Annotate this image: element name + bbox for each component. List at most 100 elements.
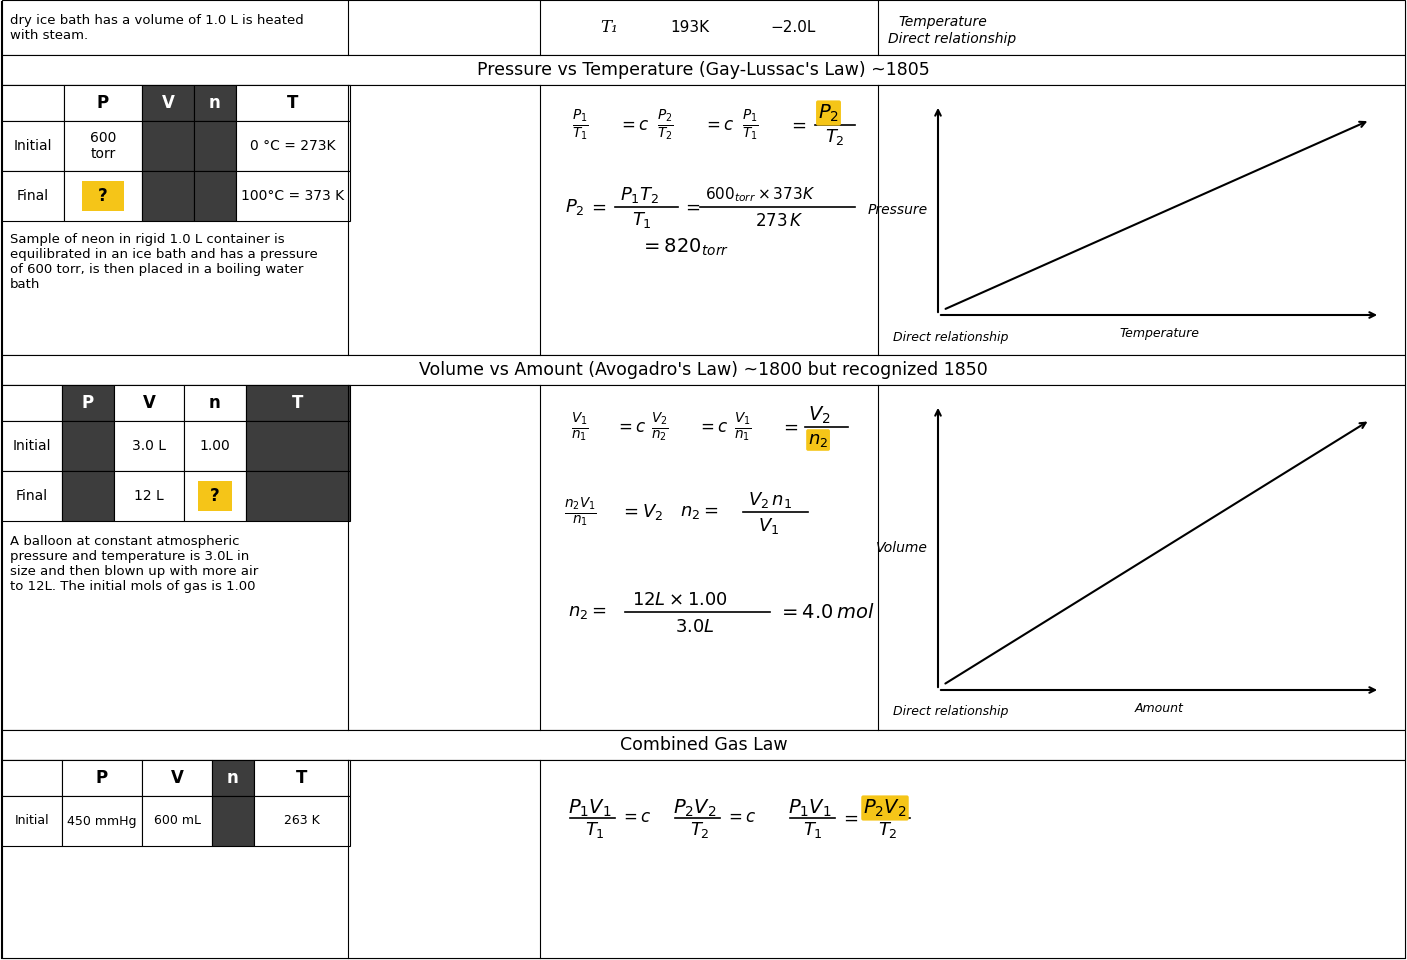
Text: dry ice bath has a volume of 1.0 L is heated
with steam.: dry ice bath has a volume of 1.0 L is he… xyxy=(10,14,304,42)
Text: $\frac{V_2}{n_2}$: $\frac{V_2}{n_2}$ xyxy=(651,411,668,444)
Text: Temperature: Temperature xyxy=(1119,326,1199,340)
Text: $T_1$: $T_1$ xyxy=(803,820,823,840)
Bar xyxy=(194,171,236,221)
Text: $V_1$: $V_1$ xyxy=(758,516,779,536)
Bar xyxy=(62,796,142,846)
Bar xyxy=(246,385,350,421)
Bar xyxy=(1,385,1406,730)
Text: n: n xyxy=(210,394,221,412)
Text: Temperature: Temperature xyxy=(898,15,986,29)
Text: Direct relationship: Direct relationship xyxy=(888,32,1016,46)
Text: $600_{torr} \times 373K$: $600_{torr} \times 373K$ xyxy=(705,185,815,204)
Bar xyxy=(1,385,62,421)
Text: 263 K: 263 K xyxy=(284,814,319,828)
Bar xyxy=(236,85,350,121)
Text: $P_1V_1$: $P_1V_1$ xyxy=(788,798,832,819)
Text: $= c$: $= c$ xyxy=(618,116,649,133)
Text: $=$: $=$ xyxy=(779,418,799,436)
Bar xyxy=(1,55,1406,85)
Bar xyxy=(1,760,62,796)
Text: Initial: Initial xyxy=(14,814,49,828)
Text: $P_2$: $P_2$ xyxy=(817,103,839,124)
Text: $T_1$: $T_1$ xyxy=(585,820,605,840)
Bar xyxy=(142,121,194,171)
Bar xyxy=(82,181,124,211)
Text: $P_2$: $P_2$ xyxy=(566,197,584,217)
Text: $= c$: $= c$ xyxy=(620,809,651,827)
Bar xyxy=(142,760,212,796)
Text: P: P xyxy=(97,94,110,112)
Text: $= V_2$: $= V_2$ xyxy=(620,502,663,522)
Text: V: V xyxy=(142,394,155,412)
Text: $\frac{P_1}{T_1}$: $\frac{P_1}{T_1}$ xyxy=(571,108,588,142)
Text: 100°C = 373 K: 100°C = 373 K xyxy=(242,189,345,203)
Bar xyxy=(184,385,246,421)
Bar xyxy=(212,796,255,846)
Text: A balloon at constant atmospheric
pressure and temperature is 3.0L in
size and t: A balloon at constant atmospheric pressu… xyxy=(10,535,259,593)
Text: $P_1V_1$: $P_1V_1$ xyxy=(568,798,612,819)
Text: $P_1 T_2$: $P_1 T_2$ xyxy=(620,185,658,205)
Text: Final: Final xyxy=(15,489,48,503)
Text: Sample of neon in rigid 1.0 L container is
equilibrated in an ice bath and has a: Sample of neon in rigid 1.0 L container … xyxy=(10,233,318,291)
Text: Direct relationship: Direct relationship xyxy=(893,330,1009,344)
Text: T: T xyxy=(297,769,308,787)
Text: ?: ? xyxy=(210,487,219,505)
Text: $\frac{V_1}{n_1}$: $\frac{V_1}{n_1}$ xyxy=(571,411,590,444)
Bar xyxy=(246,421,350,471)
Bar xyxy=(246,471,350,521)
Text: Volume: Volume xyxy=(877,540,929,555)
Bar xyxy=(184,421,246,471)
Text: $n_2 =$: $n_2 =$ xyxy=(568,603,606,621)
Text: $\frac{P_2}{T_2}$: $\frac{P_2}{T_2}$ xyxy=(657,108,674,142)
Text: $n_2$: $n_2$ xyxy=(808,431,829,449)
Bar xyxy=(1,85,1406,355)
Bar xyxy=(62,421,114,471)
Text: $12L \times 1.00$: $12L \times 1.00$ xyxy=(632,591,727,609)
Text: Amount: Amount xyxy=(1134,702,1183,714)
Text: $\frac{P_1}{T_1}$: $\frac{P_1}{T_1}$ xyxy=(741,108,758,142)
Bar xyxy=(1,421,62,471)
Text: 1.00: 1.00 xyxy=(200,439,231,453)
Bar xyxy=(114,421,184,471)
Text: $V_2\, n_1$: $V_2\, n_1$ xyxy=(749,490,792,510)
Bar xyxy=(62,385,114,421)
Text: $273\, K$: $273\, K$ xyxy=(756,212,803,229)
Text: $\frac{V_1}{n_1}$: $\frac{V_1}{n_1}$ xyxy=(734,411,751,444)
Bar xyxy=(142,796,212,846)
Text: $= 4.0\,mol$: $= 4.0\,mol$ xyxy=(778,603,874,621)
Bar xyxy=(198,481,232,511)
Bar xyxy=(114,385,184,421)
Text: $=$: $=$ xyxy=(788,116,806,134)
Bar xyxy=(1,355,1406,385)
Text: $= c$: $= c$ xyxy=(696,419,729,436)
Text: Final: Final xyxy=(17,189,49,203)
Bar xyxy=(142,85,194,121)
Text: −2.0L: −2.0L xyxy=(770,20,816,35)
Bar xyxy=(184,471,246,521)
Bar xyxy=(1,796,62,846)
Text: P: P xyxy=(82,394,94,412)
Bar xyxy=(1,171,63,221)
Text: Pressure vs Temperature (Gay-Lussac's Law) ~1805: Pressure vs Temperature (Gay-Lussac's La… xyxy=(477,61,930,79)
Text: $T_2$: $T_2$ xyxy=(689,820,709,840)
Text: $= c$: $= c$ xyxy=(704,116,734,133)
Text: 0 °C = 273K: 0 °C = 273K xyxy=(250,139,336,153)
Text: $= c$: $= c$ xyxy=(615,419,646,436)
Bar xyxy=(63,171,142,221)
Text: n: n xyxy=(210,94,221,112)
Text: $3.0L$: $3.0L$ xyxy=(675,618,715,636)
Text: $n_2 =$: $n_2 =$ xyxy=(680,503,719,521)
Bar xyxy=(63,85,142,121)
Text: Combined Gas Law: Combined Gas Law xyxy=(619,736,788,754)
Text: P: P xyxy=(96,769,108,787)
Bar xyxy=(255,796,350,846)
Bar xyxy=(1,760,1406,958)
Text: 600 mL: 600 mL xyxy=(153,814,201,828)
Bar xyxy=(62,471,114,521)
Text: $=$: $=$ xyxy=(682,198,701,216)
Bar xyxy=(255,760,350,796)
Text: $= 820_{torr}$: $= 820_{torr}$ xyxy=(640,236,729,257)
Text: Direct relationship: Direct relationship xyxy=(893,706,1009,718)
Bar xyxy=(194,85,236,121)
Text: Volume vs Amount (Avogadro's Law) ~1800 but recognized 1850: Volume vs Amount (Avogadro's Law) ~1800 … xyxy=(419,361,988,379)
